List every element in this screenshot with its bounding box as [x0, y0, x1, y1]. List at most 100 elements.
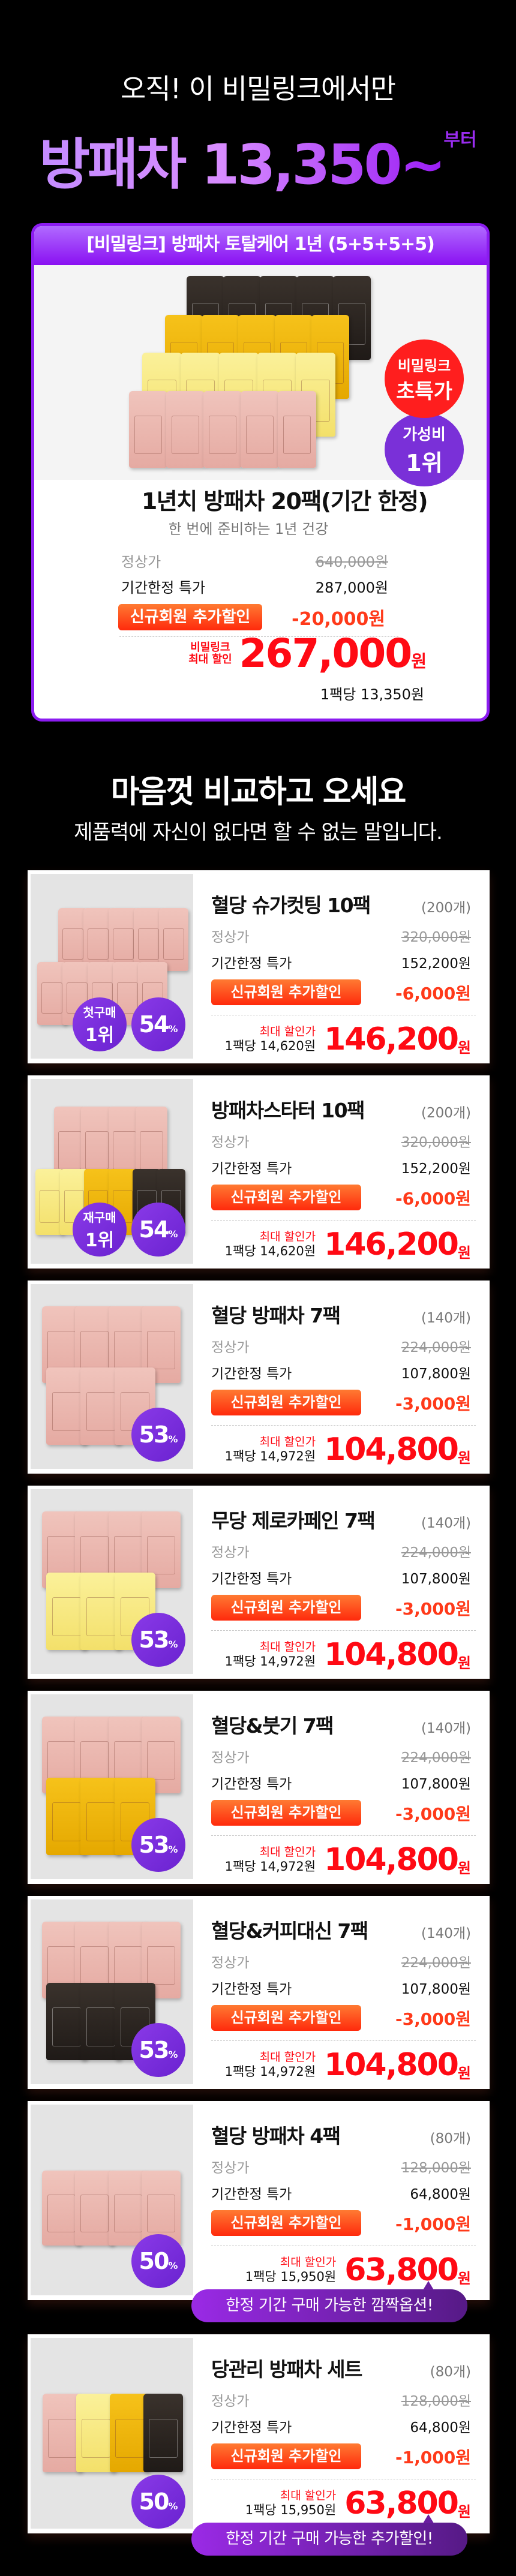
percent-sign: %: [168, 1023, 178, 1035]
featured-deal-header: [비밀링크] 방패차 토탈케어 1년 (5+5+5+5): [34, 226, 487, 265]
final-price-row: 비밀링크 최대 할인 267,000 원: [172, 634, 427, 674]
divider: [211, 1425, 476, 1426]
special-price-label: 기간한정 특가: [211, 2187, 292, 2202]
new-member-discount-button[interactable]: 신규회원 추가할인: [211, 979, 361, 1005]
rank-badge: 첫구매 1위: [73, 997, 127, 1051]
percent-sign: %: [168, 2048, 178, 2060]
max-discount-label: 최대 할인가: [259, 2051, 316, 2064]
regular-price-label: 정상가: [211, 930, 250, 945]
final-price-row: 최대 할인가 1팩당 14,972원 104,800 원: [211, 1842, 471, 1878]
discount-percent: 53: [139, 1832, 170, 1858]
new-member-discount-value: -3,000원: [395, 1803, 471, 1824]
final-price-meta: 최대 할인가 1팩당 14,972원: [225, 1435, 316, 1464]
special-price-value: 152,200원: [401, 956, 471, 972]
product-image[interactable]: 54% 첫구매 1위: [31, 874, 193, 1059]
new-member-row: 신규회원 추가할인 -3,000원: [211, 2005, 471, 2031]
new-member-discount-button[interactable]: 신규회원 추가할인: [211, 1185, 361, 1210]
product-title-row: 혈당 방패차 4팩 (80개): [211, 2120, 471, 2149]
new-member-row: 신규회원 추가할인 -20,000원: [118, 604, 385, 630]
featured-product-title: 1년치 방패차 20팩(기간 한정): [141, 488, 428, 515]
special-price-row: 기간한정 특가 152,200원: [211, 952, 471, 972]
product-image[interactable]: 50%: [31, 2338, 193, 2529]
product-card[interactable]: 50% 당관리 방패차 세트 (80개) 정상가 128,000원 기간한정 특가 6…: [28, 2334, 490, 2556]
product-card[interactable]: 53% 혈당&붓기 7팩 (140개) 정상가 224,000원 기간한정 특가 10…: [28, 1691, 490, 1884]
regular-price-row: 정상가 320,000원: [211, 1131, 471, 1151]
max-discount-label: 최대 할인가: [259, 1640, 316, 1654]
regular-price-value: 128,000원: [401, 2160, 471, 2176]
product-image[interactable]: 53%: [31, 1694, 193, 1879]
special-price-label: 기간한정 특가: [211, 1571, 292, 1587]
special-price-value: 107,800원: [401, 1982, 471, 1997]
regular-price-row: 정상가 224,000원: [211, 1541, 471, 1561]
product-card[interactable]: 50% 혈당 방패차 4팩 (80개) 정상가 128,000원 기간한정 특가 64…: [28, 2101, 490, 2322]
tea-pack-lemon: [76, 2394, 116, 2472]
new-member-discount-value: -3,000원: [395, 1393, 471, 1414]
new-member-row: 신규회원 추가할인 -6,000원: [211, 1185, 471, 1210]
special-price-value: 107,800원: [401, 1777, 471, 1792]
product-image[interactable]: 53%: [31, 1899, 193, 2084]
currency-unit: 원: [457, 1039, 471, 1056]
regular-price-value: 224,000원: [401, 1340, 471, 1355]
special-price-value: 107,800원: [401, 1571, 471, 1587]
new-member-discount-button[interactable]: 신규회원 추가할인: [211, 2443, 361, 2469]
rank-value: 1위: [85, 1024, 115, 1046]
discount-percent: 53: [139, 1421, 170, 1448]
special-price-label: 기간한정 특가: [211, 1982, 292, 1997]
regular-price-label: 정상가: [211, 1340, 250, 1355]
new-member-discount-button[interactable]: 신규회원 추가할인: [211, 1800, 361, 1826]
new-member-discount-value: -3,000원: [395, 1598, 471, 1619]
product-card[interactable]: 54% 첫구매 1위 혈당 슈가컷팅 10팩 (200개) 정상가 320,000원 기…: [28, 870, 490, 1063]
product-image[interactable]: 54% 재구매 1위: [31, 1079, 193, 1264]
final-price-value: 104,800: [324, 1842, 459, 1878]
percent-sign: %: [168, 2259, 178, 2271]
final-price-value: 267,000: [239, 630, 413, 677]
special-price-value: 107,800원: [401, 1366, 471, 1382]
product-title-row: 혈당 슈가컷팅 10팩 (200개): [211, 889, 471, 918]
discount-percent: 50: [139, 2248, 170, 2274]
tea-pack-pink: [46, 1367, 87, 1445]
tea-pack-pink: [42, 2171, 81, 2246]
product-image[interactable]: 50%: [31, 2105, 193, 2295]
regular-price-label: 정상가: [211, 2394, 250, 2409]
final-price-meta: 최대 할인가 1팩당 14,972원: [225, 1640, 316, 1669]
new-member-discount-button[interactable]: 신규회원 추가할인: [211, 1595, 361, 1621]
product-card[interactable]: 53% 혈당&커피대신 7팩 (140개) 정상가 224,000원 기간한정 특가…: [28, 1896, 490, 2089]
regular-price-row: 정상가 640,000원: [121, 550, 388, 571]
new-member-row: 신규회원 추가할인 -3,000원: [211, 1595, 471, 1621]
special-price-label: 기간한정 특가: [211, 1161, 292, 1177]
new-member-discount-button[interactable]: 신규회원 추가할인: [118, 604, 262, 630]
tea-pack-pink: [109, 2171, 148, 2246]
product-card[interactable]: 54% 재구매 1위 방패차스타터 10팩 (200개) 정상가 320,000원 기간…: [28, 1075, 490, 1269]
per-pack-price: 1팩당 14,620원: [224, 1244, 316, 1258]
final-price-meta: 최대 할인가 1팩당 14,620원: [225, 1230, 316, 1259]
special-price-row: 기간한정 특가 64,800원: [211, 2183, 471, 2203]
discount-percent-badge: 54%: [131, 1203, 185, 1257]
final-price-value: 104,800: [324, 1432, 459, 1468]
featured-product-image[interactable]: 비밀링크 초특가 가성비 1위: [34, 265, 487, 486]
new-member-discount-button[interactable]: 신규회원 추가할인: [211, 2210, 361, 2236]
product-image[interactable]: 53%: [31, 1489, 193, 1674]
product-title-row: 방패차스타터 10팩 (200개): [211, 1095, 471, 1123]
product-card[interactable]: 53% 무당 제로카페인 7팩 (140개) 정상가 224,000원 기간한정 특…: [28, 1486, 490, 1679]
tea-pack-black: [143, 2394, 183, 2472]
final-price-value: 146,200: [324, 1021, 459, 1057]
max-discount-label: 최대 할인가: [259, 1230, 316, 1243]
product-image[interactable]: 53%: [31, 1284, 193, 1469]
product-card[interactable]: 53% 혈당 방패차 7팩 (140개) 정상가 224,000원 기간한정 특가 1…: [28, 1281, 490, 1474]
badge-line: 비밀링크: [397, 357, 451, 374]
final-price-meta: 최대 할인가 1팩당 14,620원: [225, 1025, 316, 1054]
tea-pack-pink: [241, 391, 279, 468]
per-pack-price: 1팩당 14,972원: [224, 2064, 316, 2079]
currency-unit: 원: [411, 651, 427, 671]
featured-deal-card[interactable]: [비밀링크] 방패차 토탈케어 1년 (5+5+5+5) 비밀링크 초특가 가성비…: [31, 223, 490, 722]
per-pack-price: 1팩당 14,972원: [224, 1654, 316, 1669]
tea-pack-pink: [129, 391, 167, 468]
product-info: 방패차스타터 10팩 (200개) 정상가 320,000원 기간한정 특가 152,…: [211, 1075, 476, 1269]
special-price-row: 기간한정 특가 287,000원: [121, 576, 388, 597]
special-price-row: 기간한정 특가 107,800원: [211, 1567, 471, 1588]
rank-badge: 재구매 1위: [73, 1203, 127, 1257]
new-member-discount-button[interactable]: 신규회원 추가할인: [211, 2005, 361, 2031]
new-member-row: 신규회원 추가할인 -3,000원: [211, 1800, 471, 1826]
new-member-discount-button[interactable]: 신규회원 추가할인: [211, 1390, 361, 1415]
special-price-row: 기간한정 특가 107,800원: [211, 1772, 471, 1793]
